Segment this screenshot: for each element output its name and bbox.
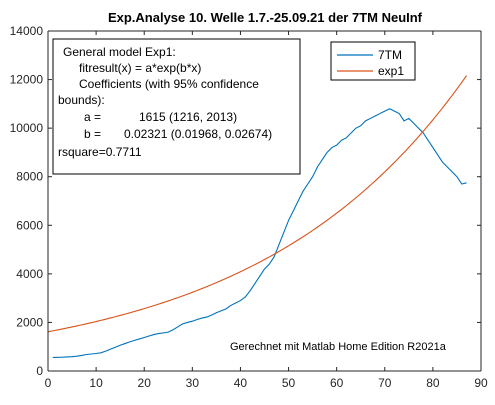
legend-label-exp1: exp1 bbox=[378, 64, 404, 78]
x-tick-label: 40 bbox=[234, 376, 248, 390]
x-tick-label: 50 bbox=[282, 376, 296, 390]
x-tick-label: 70 bbox=[378, 376, 392, 390]
y-tick-label: 8000 bbox=[16, 170, 43, 184]
fit-box-line: General model Exp1: bbox=[63, 45, 176, 59]
fit-box-line: Coefficients (with 95% confidence bbox=[79, 77, 259, 91]
y-tick-label: 14000 bbox=[10, 24, 44, 38]
y-tick-label: 0 bbox=[36, 364, 43, 378]
annotation-text: Gerechnet mit Matlab Home Edition R2021a bbox=[230, 341, 447, 353]
chart-title: Exp.Analyse 10. Welle 1.7.-25.09.21 der … bbox=[108, 10, 423, 25]
y-tick-label: 6000 bbox=[16, 218, 43, 232]
fit-box-line: rsquare=0.7711 bbox=[58, 145, 142, 159]
axes: 0 10 20 30 40 50 60 70 80 90 0 2000 4000 6000 8000 1000… bbox=[10, 24, 488, 390]
fit-box-line: bounds): bbox=[58, 93, 105, 107]
fit-box-line: fitresult(x) = a*exp(b*x) bbox=[79, 61, 201, 75]
legend-label-7tm: 7TM bbox=[378, 48, 402, 62]
fit-box-line: b = bbox=[84, 127, 101, 141]
y-tick-label: 12000 bbox=[10, 73, 44, 87]
x-tick-label: 80 bbox=[426, 376, 440, 390]
series-line-exp1 bbox=[47, 75, 468, 333]
series-line-7tm bbox=[52, 108, 467, 358]
x-tick-label: 90 bbox=[474, 376, 488, 390]
y-tick-label: 4000 bbox=[16, 267, 43, 281]
x-tick-label: 30 bbox=[186, 376, 200, 390]
y-tick-label: 2000 bbox=[16, 315, 43, 329]
legend: 7TM exp1 bbox=[330, 41, 416, 81]
x-tick-label: 60 bbox=[330, 376, 344, 390]
fit-box-border bbox=[52, 38, 301, 175]
x-tick-label: 0 bbox=[45, 376, 52, 390]
fit-box-line: a = bbox=[84, 110, 101, 124]
y-tick-label: 10000 bbox=[10, 121, 44, 135]
fit-box-line: 1615 (1216, 2013) bbox=[139, 110, 237, 124]
fit-box-line: 0.02321 (0.01968, 0.02674) bbox=[124, 127, 272, 141]
fit-result-box: General model Exp1: fitresult(x) = a*exp(… bbox=[52, 38, 301, 175]
x-tick-label: 20 bbox=[138, 376, 152, 390]
x-tick-label: 10 bbox=[89, 376, 103, 390]
legend-box bbox=[330, 41, 416, 81]
